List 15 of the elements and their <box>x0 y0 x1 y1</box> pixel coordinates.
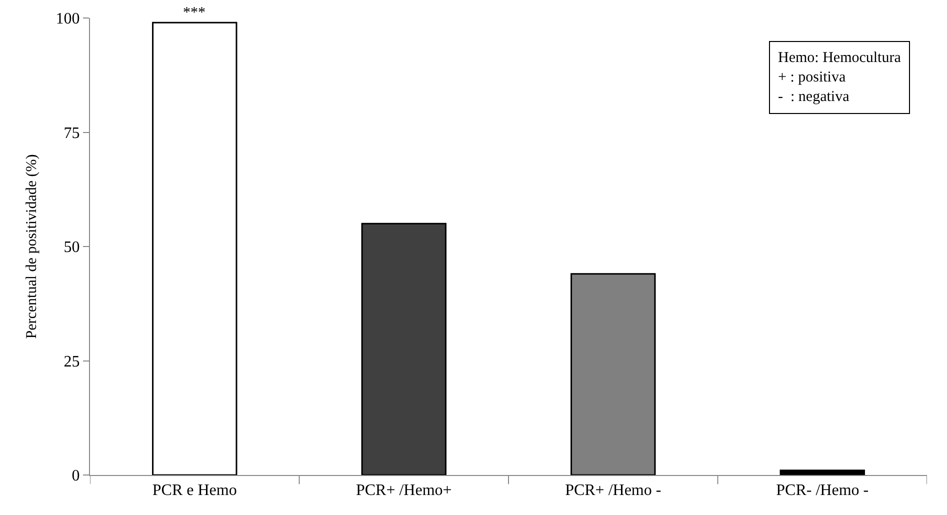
annotation: Hemo: Hemocultura + : positiva - : negativa <box>778 50 902 105</box>
bar <box>361 222 446 475</box>
y-tick-label: 0 <box>72 468 80 485</box>
x-tick-label: PCR+ /Hemo+ <box>356 482 452 500</box>
bar <box>152 22 238 475</box>
bar <box>780 470 865 475</box>
annotation: *** <box>183 5 206 21</box>
y-tick-label: 100 <box>56 10 80 28</box>
y-tick-label: 25 <box>64 353 80 370</box>
x-tick-label: PCR+ /Hemo - <box>565 482 662 500</box>
y-axis-title: Percentual de positividade (%) <box>24 154 40 339</box>
y-tick-label: 75 <box>64 124 80 142</box>
y-tick-label: 50 <box>64 239 80 256</box>
x-tick-label: PCR- /Hemo - <box>776 482 869 500</box>
x-tick-label: PCR e Hemo <box>152 482 237 500</box>
